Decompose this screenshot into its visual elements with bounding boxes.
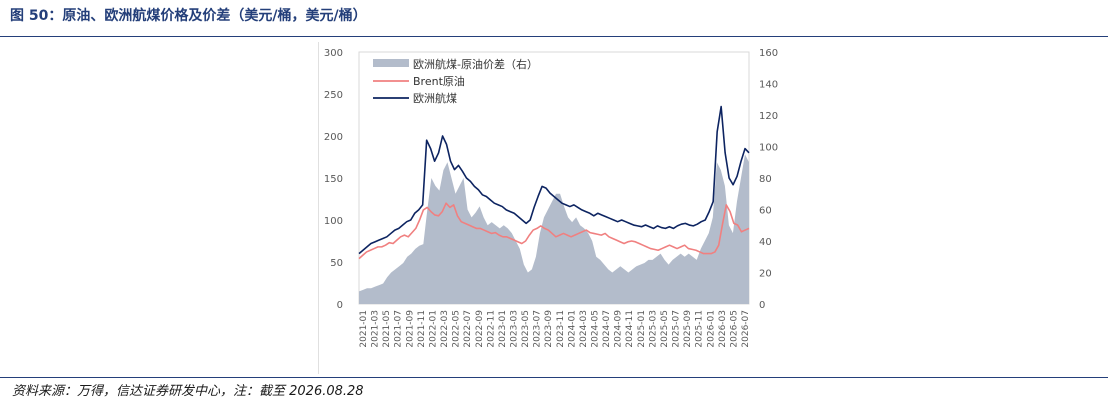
footer-rule	[0, 377, 1108, 378]
legend-item-spread: 欧洲航煤-原油价差（右）	[413, 57, 538, 71]
x-tick-label: 2022-03	[440, 310, 450, 348]
x-tick-label: 2023-05	[521, 310, 531, 348]
x-tick-label: 2026-03	[718, 310, 728, 348]
y-left-tick-label: 50	[330, 258, 343, 269]
y-right-tick-label: 100	[759, 143, 778, 154]
figure-title: 图 50：原油、欧洲航煤价格及价差（美元/桶，美元/桶）	[10, 8, 367, 24]
x-tick-label: 2023-09	[544, 310, 554, 348]
spread-area-layer	[359, 154, 749, 304]
x-tick-label: 2025-03	[648, 310, 658, 348]
y-left-tick-label: 150	[324, 174, 343, 185]
y-right-tick-label: 0	[759, 300, 765, 311]
y-right-tick-label: 140	[759, 80, 778, 91]
y-left-tick-label: 0	[337, 300, 343, 311]
x-tick-label: 2022-07	[463, 310, 473, 348]
x-tick-label: 2023-01	[498, 310, 508, 348]
x-tick-label: 2024-05	[591, 310, 601, 348]
x-tick-label: 2026-01	[706, 310, 716, 348]
x-tick-label: 2022-05	[452, 310, 462, 348]
x-tick-label: 2021-09	[405, 310, 415, 348]
x-tick-label: 2021-03	[371, 310, 381, 348]
y-left-tick-label: 100	[324, 216, 343, 227]
x-tick-label: 2022-09	[475, 310, 485, 348]
y-right-tick-label: 160	[759, 48, 778, 59]
y-right-tick-label: 40	[759, 237, 772, 248]
legend-item-brent: Brent原油	[413, 74, 465, 88]
x-tick-label: 2025-05	[660, 310, 670, 348]
y-right-tick-label: 120	[759, 111, 778, 122]
x-tick-label: 2023-03	[509, 310, 519, 348]
x-tick-label: 2024-07	[602, 310, 612, 348]
axes-layer: 0 50 100 150 200 250 300 0 20 40 60 80 100 120 140 160 2…	[324, 48, 778, 348]
x-tick-label: 2022-11	[486, 310, 496, 348]
x-tick-label: 2023-07	[533, 310, 543, 348]
x-tick-label: 2021-11	[417, 310, 427, 348]
x-tick-label: 2024-01	[567, 310, 577, 348]
source-note: 资料来源：万得，信达证券研发中心，注：截至 2026.08.28	[12, 384, 364, 399]
x-tick-label: 2022-01	[428, 310, 438, 348]
y-left-tick-label: 250	[324, 90, 343, 101]
y-right-tick-label: 60	[759, 206, 772, 217]
legend-item-jet-fuel: 欧洲航煤	[413, 91, 457, 105]
title-rule	[0, 36, 1108, 37]
x-tick-label: 2021-01	[359, 310, 369, 348]
y-left-tick-label: 200	[324, 132, 343, 143]
chart-svg: 0 50 100 150 200 250 300 0 20 40 60 80 100 120 140 160 2…	[324, 48, 778, 348]
jet-fuel-line	[358, 105, 750, 255]
brent-line	[358, 202, 750, 260]
chart-container: 0 50 100 150 200 250 300 0 20 40 60 80 100 120 140 160 2…	[318, 42, 789, 374]
x-tick-label: 2024-03	[579, 310, 589, 348]
x-tick-label: 2024-09	[614, 310, 624, 348]
x-tick-label: 2021-07	[394, 310, 404, 348]
x-tick-label: 2021-05	[382, 310, 392, 348]
spread-area	[359, 154, 749, 304]
price-lines-layer	[358, 105, 750, 260]
y-right-tick-label: 20	[759, 269, 772, 280]
x-tick-label: 2023-11	[556, 310, 566, 348]
x-tick-label: 2025-01	[637, 310, 647, 348]
y-left-tick-label: 300	[324, 48, 343, 59]
x-tick-label: 2024-11	[625, 310, 635, 348]
x-tick-label: 2025-07	[672, 310, 682, 348]
x-tick-label: 2025-09	[683, 310, 693, 348]
x-tick-label: 2025-11	[695, 310, 705, 348]
legend-swatch-spread	[373, 59, 409, 67]
y-right-tick-label: 80	[759, 174, 772, 185]
x-tick-label: 2026-07	[741, 310, 751, 348]
x-tick-label: 2026-05	[729, 310, 739, 348]
